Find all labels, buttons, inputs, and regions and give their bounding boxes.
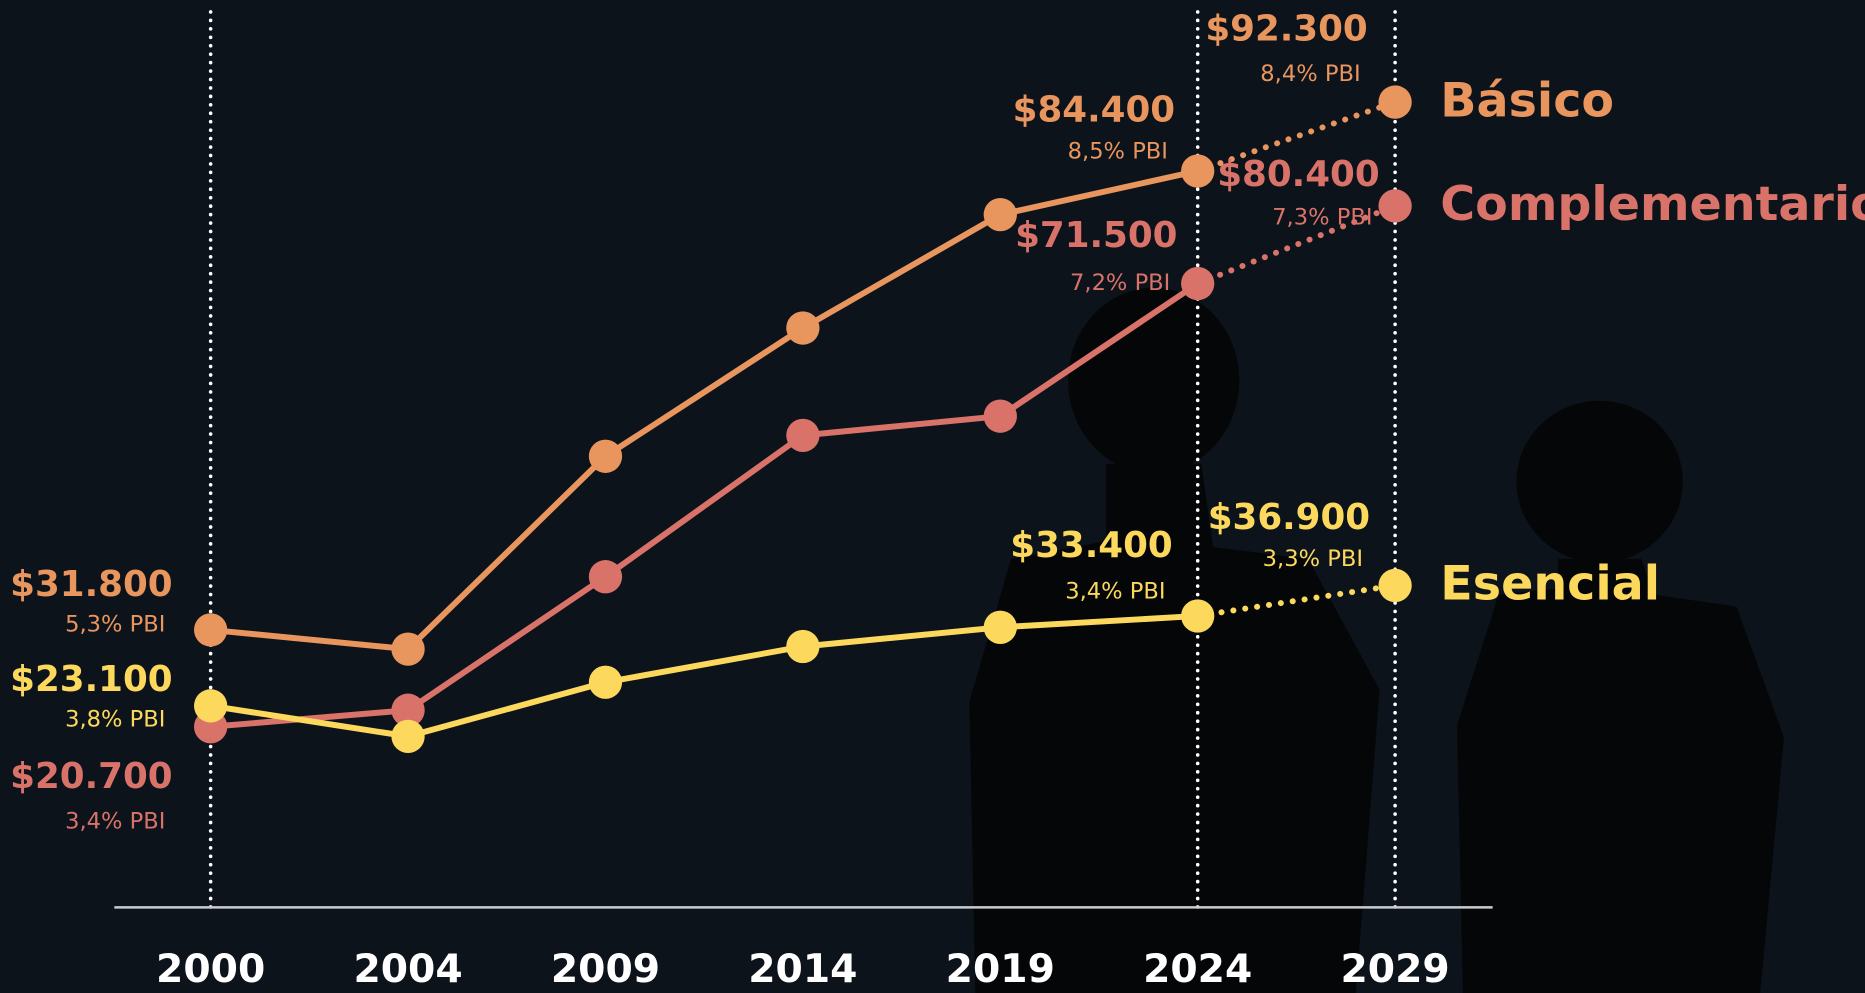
data-point [588,665,623,699]
x-tick-label: 2014 [748,947,857,992]
data-point [1378,189,1412,223]
pbi-label: 7,3% PBI [1272,204,1372,230]
data-point [983,197,1017,232]
pbi-label: 3,4% PBI [1065,579,1165,605]
projection-line [1194,99,1399,174]
x-tick-label: 2019 [946,947,1055,992]
data-point [786,418,820,453]
projection-line [1194,582,1399,619]
value-label: $23.100 [10,659,172,700]
data-point [786,311,820,345]
data-point [391,719,425,754]
value-label: $20.700 [10,756,172,797]
series-line [207,280,1201,730]
data-point [1181,599,1215,633]
data-point [1181,266,1215,301]
data-point [193,613,228,647]
x-tick-label: 2009 [551,947,660,992]
pbi-label: 3,8% PBI [65,707,165,733]
series-name: Básico [1440,73,1614,128]
data-point [588,439,623,473]
pbi-label: 5,3% PBI [65,612,165,638]
data-point [1378,85,1412,119]
value-label: $36.900 [1208,497,1370,538]
series-line [207,612,1201,740]
x-tick-label: 2029 [1341,947,1450,992]
value-label: $84.400 [1013,90,1175,131]
data-point [983,399,1017,433]
data-point [786,629,820,664]
value-label: $33.400 [1010,525,1172,566]
series-name: Esencial [1440,557,1660,612]
projection-line [1194,202,1399,287]
pbi-label: 8,5% PBI [1068,138,1168,164]
x-tick-label: 2004 [353,947,462,992]
data-point [391,693,425,727]
pbi-label: 3,3% PBI [1263,546,1363,572]
data-point [588,560,623,594]
pbi-label: 7,2% PBI [1070,270,1170,296]
series-line [207,168,1201,653]
data-point [1181,154,1215,188]
data-point [983,610,1017,644]
data-point [1378,568,1412,603]
data-point [193,689,228,723]
data-point [391,632,425,666]
value-label: $80.400 [1217,154,1379,195]
value-label: $71.500 [1015,215,1177,256]
value-label: $31.800 [10,564,172,605]
value-label: $92.300 [1205,9,1367,50]
pbi-label: 8,4% PBI [1260,61,1360,87]
x-tick-label: 2024 [1143,947,1252,992]
series-name: Complementario [1440,177,1865,232]
x-tick-label: 2000 [156,947,265,992]
pbi-label: 3,4% PBI [65,808,165,834]
